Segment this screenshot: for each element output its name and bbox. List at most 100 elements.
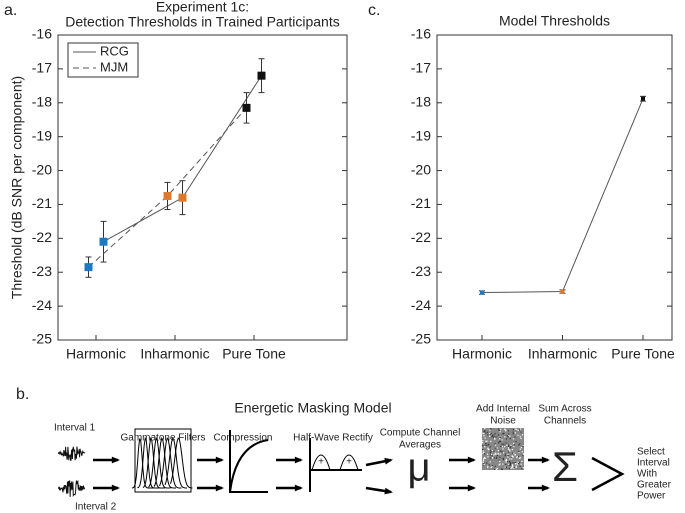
x-tick-label: Inharmonic: [140, 346, 209, 362]
noise-speck: [520, 437, 522, 439]
noise-speck: [491, 465, 493, 468]
stage-label: Compute Channel: [380, 428, 461, 439]
panel-label: c.: [368, 2, 380, 19]
noise-speck: [511, 448, 514, 451]
noise-speck: [508, 444, 510, 446]
arrow-head: [541, 456, 550, 464]
stage-label: Channels: [544, 416, 586, 427]
noise-speck: [494, 432, 496, 435]
noise-speck: [518, 461, 521, 463]
arrow-head: [384, 457, 393, 465]
noise-speck: [484, 429, 486, 432]
noise-speck: [497, 434, 500, 436]
noise-speck: [482, 452, 484, 455]
noise-speck: [487, 456, 489, 458]
noise-speck: [485, 440, 487, 442]
noise-speck: [487, 448, 489, 450]
arrow-head: [294, 484, 303, 492]
chart-title: Experiment 1c:: [156, 0, 249, 15]
noise-speck: [512, 431, 514, 433]
stage-label: Averages: [399, 440, 441, 451]
noise-speck: [503, 452, 505, 454]
x-tick-label: Inharmonic: [528, 346, 597, 362]
noise-speck: [493, 450, 495, 452]
noise-speck: [500, 428, 502, 431]
noise-speck: [508, 461, 511, 463]
noise-speck: [482, 442, 484, 444]
noise-speck: [505, 430, 507, 432]
noise-speck: [493, 457, 495, 459]
noise-speck: [521, 467, 523, 470]
noise-speck: [518, 457, 521, 459]
noise-speck: [490, 466, 492, 469]
noise-speck: [507, 456, 509, 458]
noise-speck: [483, 451, 485, 453]
noise-speck: [508, 468, 510, 470]
series-line: [88, 107, 247, 268]
noise-speck: [518, 429, 521, 431]
noise-speck: [497, 453, 500, 455]
noise-speck: [503, 446, 506, 448]
y-tick-label: -18: [32, 93, 52, 109]
noise-speck: [495, 444, 497, 446]
noise-speck: [482, 440, 484, 442]
noise-speck: [508, 433, 510, 435]
point: [641, 96, 645, 101]
noise-speck: [499, 450, 501, 452]
noise-speck: [511, 465, 514, 467]
noise-speck: [509, 462, 512, 464]
noise-speck: [493, 468, 496, 470]
noise-speck: [513, 467, 515, 469]
noise-speck: [511, 466, 513, 468]
noise-speck: [483, 431, 485, 433]
noise-speck: [519, 448, 521, 450]
noise-speck: [502, 459, 504, 461]
noise-speck: [487, 447, 489, 449]
noise-speck: [483, 458, 485, 460]
noise-speck: [515, 463, 517, 465]
legend: [67, 42, 139, 78]
noise-speck: [496, 456, 498, 458]
noise-speck: [515, 466, 517, 468]
noise-speck: [482, 449, 484, 451]
panel-label: b.: [16, 386, 29, 403]
noise-speck: [487, 434, 489, 436]
noise-speck: [509, 449, 511, 451]
y-tick-label: -17: [32, 60, 52, 76]
plot-area: [57, 34, 348, 341]
y-tick-label: -16: [411, 26, 431, 42]
noise-speck: [509, 458, 511, 460]
rectify-wave: [311, 454, 359, 471]
noise-speck: [489, 446, 491, 448]
arrow-head: [111, 484, 120, 492]
noise-speck: [501, 468, 503, 470]
panel-label: a.: [4, 2, 17, 19]
noise-speck: [484, 457, 486, 459]
noise-speck: [502, 457, 504, 459]
noise-speck: [508, 464, 510, 466]
noise-speck: [485, 432, 487, 434]
noise-speck: [491, 449, 494, 452]
noise-speck: [482, 461, 484, 464]
noise-speck: [500, 445, 502, 447]
noise-speck: [494, 453, 496, 455]
noise-speck: [513, 444, 515, 446]
fork: [591, 456, 625, 492]
noise-speck: [496, 467, 498, 470]
noise-speck: [495, 447, 497, 449]
noise-speck: [510, 445, 512, 447]
noise-speck: [511, 464, 513, 466]
noise-speck: [510, 457, 512, 459]
x-tick-label: Harmonic: [452, 346, 512, 362]
noise-speck: [492, 434, 494, 436]
noise-speck: [484, 428, 486, 430]
y-tick-label: -17: [411, 60, 431, 76]
noise-speck: [520, 463, 522, 465]
point: [178, 193, 187, 202]
noise-speck: [495, 436, 497, 438]
noise-speck: [516, 463, 519, 465]
noise-speck: [487, 465, 489, 467]
noise-speck: [483, 453, 486, 455]
noise-speck: [486, 462, 488, 464]
noise-speck: [504, 436, 506, 438]
